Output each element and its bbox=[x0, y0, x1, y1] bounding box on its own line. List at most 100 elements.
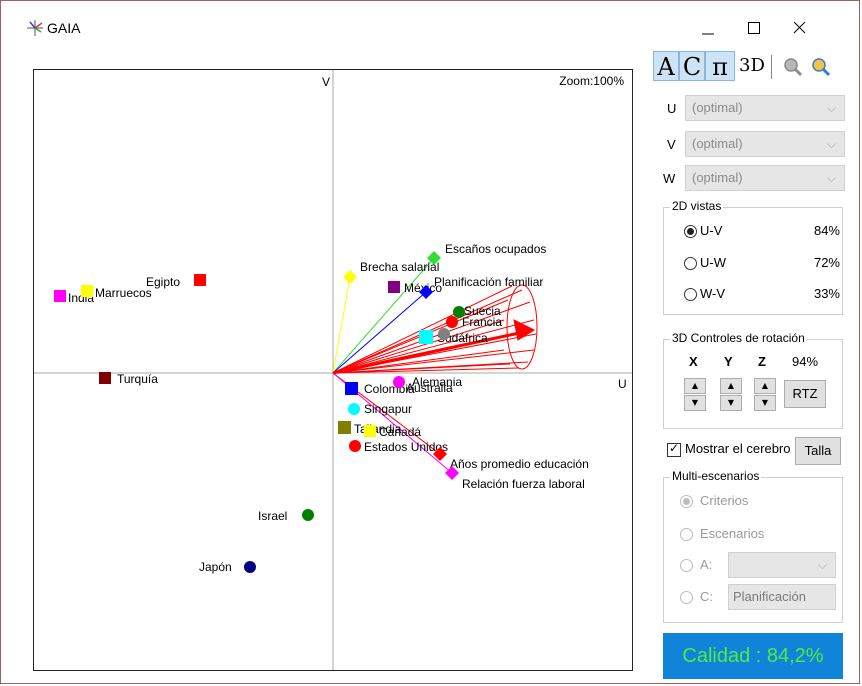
scenario-c-select[interactable]: Planificación bbox=[728, 584, 836, 610]
rotation-y-label: Y bbox=[724, 354, 733, 369]
rotation-z-label: Z bbox=[758, 354, 766, 369]
alt-marker-india bbox=[54, 290, 66, 302]
zoom-out-icon[interactable] bbox=[781, 55, 805, 79]
view-uv-pct: 84% bbox=[813, 223, 840, 238]
scenario-criteria-radio[interactable] bbox=[680, 495, 693, 508]
rotate-y-down-button[interactable]: ▼ bbox=[720, 395, 742, 411]
rotation-pct: 94% bbox=[792, 354, 819, 369]
control-panel: A C π 3D U (optimal) ⌵ V (optimal bbox=[645, 41, 861, 685]
show-brain-checkbox[interactable]: ✓ bbox=[667, 441, 681, 457]
chevron-down-icon: ⌵ bbox=[817, 558, 827, 572]
alt-label-singapur: Singapur bbox=[364, 402, 412, 416]
alt-label-canada: Canadá bbox=[379, 425, 421, 439]
rotate-x-up-button[interactable]: ▲ bbox=[684, 378, 706, 394]
rotate-z-down-button[interactable]: ▼ bbox=[754, 395, 776, 411]
view-uw-pct: 72% bbox=[813, 255, 840, 270]
criterion-marker-escanos bbox=[427, 251, 441, 265]
talla-button[interactable]: Talla bbox=[795, 437, 841, 465]
zoom-in-icon[interactable] bbox=[809, 55, 833, 79]
view-wv-label: W-V bbox=[700, 286, 726, 301]
rotate-y-up-button[interactable]: ▲ bbox=[720, 378, 742, 394]
close-button[interactable] bbox=[776, 11, 822, 41]
minimize-button[interactable] bbox=[684, 11, 730, 41]
axis-w-select[interactable]: (optimal) ⌵ bbox=[685, 165, 845, 191]
scenario-c-value: Planificación bbox=[733, 589, 806, 604]
v-axis-label: V bbox=[322, 75, 330, 89]
scenario-criteria-label: Criterios bbox=[700, 493, 749, 508]
chevron-down-icon: ⌵ bbox=[826, 101, 836, 115]
alt-marker-mexico bbox=[388, 281, 400, 293]
scenario-scenarios-radio[interactable] bbox=[680, 528, 693, 541]
axis-w-value: (optimal) bbox=[692, 170, 743, 185]
alt-label-turquia: Turquía bbox=[117, 372, 158, 386]
rotation-3d-group: 3D Controles de rotación X Y Z 94% ▲ ▼ ▲… bbox=[663, 331, 843, 429]
quality-indicator: Calidad : 84,2% bbox=[663, 633, 843, 679]
title-bar: GAIA bbox=[1, 1, 859, 41]
view-wv-pct: 33% bbox=[813, 286, 840, 301]
criteria-toggle-button[interactable]: C bbox=[679, 51, 705, 81]
alt-label-alemania: Alemania bbox=[412, 375, 462, 389]
scenario-scenarios-label: Escenarios bbox=[700, 526, 765, 541]
scenario-a-select[interactable]: ⌵ bbox=[728, 552, 836, 578]
scenario-a-radio[interactable] bbox=[680, 559, 693, 572]
multi-scenarios-group: Multi-escenarios Criterios Escenarios A:… bbox=[663, 469, 843, 623]
view-uv-label: U-V bbox=[700, 223, 723, 238]
show-brain-label[interactable]: Mostrar el cerebro bbox=[685, 441, 791, 456]
alt-marker-japon bbox=[244, 561, 256, 573]
axis-v-select[interactable]: (optimal) ⌵ bbox=[685, 131, 845, 157]
axis-u-select[interactable]: (optimal) ⌵ bbox=[685, 95, 845, 121]
alt-label-japon: Japón bbox=[199, 560, 232, 574]
multi-scenarios-title: Multi-escenarios bbox=[670, 469, 762, 483]
rtz-button[interactable]: RTZ bbox=[784, 380, 826, 408]
rotate-z-up-button[interactable]: ▲ bbox=[754, 378, 776, 394]
view-uw-radio[interactable] bbox=[684, 257, 697, 270]
criterion-label-anos-educacion: Años promedio educación bbox=[450, 457, 589, 471]
view-wv-radio[interactable] bbox=[684, 288, 697, 301]
rotation-x-label: X bbox=[689, 354, 698, 369]
rotation-3d-title: 3D Controles de rotación bbox=[670, 331, 807, 345]
toolbar-divider bbox=[771, 55, 772, 79]
alt-marker-egipto bbox=[194, 274, 206, 286]
scenario-c-label: C: bbox=[700, 589, 713, 604]
alternatives-toggle-button[interactable]: A bbox=[653, 51, 679, 81]
alt-label-egipto: Egipto bbox=[146, 275, 180, 289]
alt-marker-francia bbox=[446, 316, 458, 328]
chevron-down-icon: ⌵ bbox=[826, 171, 836, 185]
view-3d-button[interactable]: 3D bbox=[739, 55, 765, 76]
scenario-a-label: A: bbox=[700, 557, 713, 572]
alt-marker-israel bbox=[302, 509, 314, 521]
scenario-c-radio[interactable] bbox=[680, 591, 693, 604]
axis-v-value: (optimal) bbox=[692, 136, 743, 151]
criterion-label-fuerza-laboral: Relación fuerza laboral bbox=[462, 477, 585, 491]
alt-marker-sudafrica bbox=[419, 330, 433, 344]
pi-toggle-button[interactable]: π bbox=[705, 51, 735, 81]
criterion-marker-anos-educacion bbox=[433, 447, 447, 461]
view-uv-radio[interactable] bbox=[684, 225, 697, 238]
axis-v-label: V bbox=[667, 137, 676, 152]
alt-marker-turquia bbox=[99, 372, 111, 384]
maximize-button[interactable] bbox=[730, 11, 776, 41]
axis-u-value: (optimal) bbox=[692, 100, 743, 115]
criterion-marker-brecha bbox=[343, 270, 357, 284]
alt-label-marruecos: Marruecos bbox=[95, 286, 152, 300]
alt-label-israel: Israel bbox=[258, 509, 287, 523]
alt-marker-colombia bbox=[345, 382, 358, 395]
axis-w-label: W bbox=[663, 171, 676, 186]
gaia-app-icon bbox=[27, 20, 43, 36]
gaia-plot-svg[interactable]: V U bbox=[34, 70, 632, 670]
views-2d-title: 2D vistas bbox=[670, 199, 724, 213]
alt-marker-alemania bbox=[438, 328, 450, 340]
window-title: GAIA bbox=[47, 20, 81, 36]
alt-label-suecia: Suecia bbox=[464, 304, 501, 318]
gaia-plane[interactable]: V U bbox=[33, 69, 633, 671]
decision-axis-cone bbox=[332, 284, 538, 375]
view-uw-label: U-W bbox=[700, 255, 726, 270]
checkmark-icon: ✓ bbox=[669, 441, 680, 455]
alt-marker-singapur bbox=[348, 403, 360, 415]
alt-label-australia: Australia bbox=[406, 381, 453, 395]
rotate-x-down-button[interactable]: ▼ bbox=[684, 395, 706, 411]
alt-marker-tailandia bbox=[338, 421, 351, 434]
alt-label-francia: Francia bbox=[462, 315, 502, 329]
chevron-down-icon: ⌵ bbox=[826, 137, 836, 151]
